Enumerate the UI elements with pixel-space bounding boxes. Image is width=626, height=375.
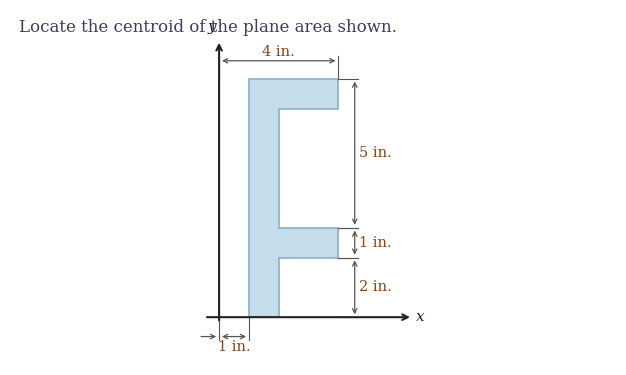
Text: y: y [207,20,216,34]
Text: 4 in.: 4 in. [262,45,295,59]
Text: 1 in.: 1 in. [359,236,392,250]
Text: 1 in.: 1 in. [218,340,250,354]
Text: Locate the centroid of the plane area shown.: Locate the centroid of the plane area sh… [19,19,397,36]
Text: 2 in.: 2 in. [359,280,392,294]
Text: 5 in.: 5 in. [359,146,392,160]
Text: x: x [416,310,424,324]
Polygon shape [249,79,338,317]
